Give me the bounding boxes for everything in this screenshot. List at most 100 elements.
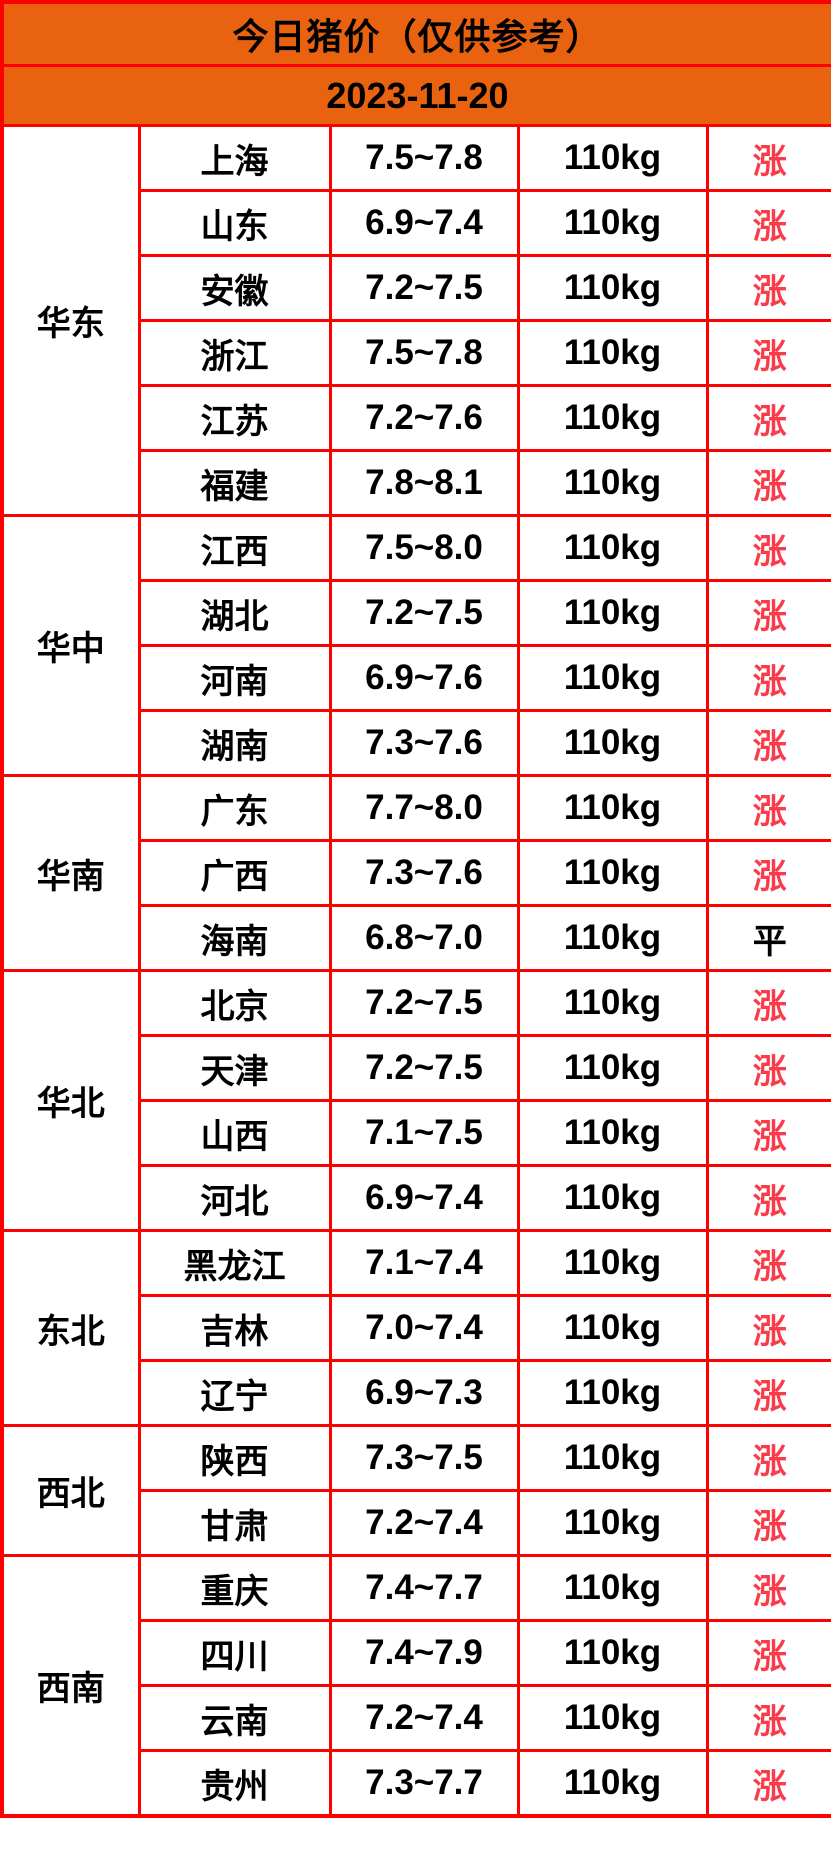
- price-cell: 7.3~7.6: [328, 839, 520, 907]
- table-row: 浙江 7.5~7.8 110kg 涨: [2, 319, 831, 387]
- status-cell: 涨: [705, 189, 831, 257]
- table-row: 吉林 7.0~7.4 110kg 涨: [2, 1294, 831, 1362]
- status-cell: 涨: [705, 384, 831, 452]
- price-cell: 7.7~8.0: [328, 774, 520, 842]
- price-cell: 7.8~8.1: [328, 449, 520, 517]
- province-cell: 云南: [137, 1684, 332, 1752]
- province-cell: 湖南: [137, 709, 332, 777]
- price-cell: 7.4~7.7: [328, 1554, 520, 1622]
- table-row: 甘肃 7.2~7.4 110kg 涨: [2, 1489, 831, 1557]
- price-cell: 7.0~7.4: [328, 1294, 520, 1362]
- province-cell: 湖北: [137, 579, 332, 647]
- province-cell: 浙江: [137, 319, 332, 387]
- price-cell: 7.2~7.5: [328, 969, 520, 1037]
- status-cell: 涨: [705, 774, 831, 842]
- region-cell: 华中: [0, 514, 141, 777]
- table-row: 西南 重庆 7.4~7.7 110kg 涨: [0, 1554, 831, 1818]
- status-cell: 涨: [705, 1749, 831, 1818]
- weight-cell: 110kg: [516, 904, 709, 972]
- status-cell: 平: [705, 904, 831, 972]
- province-cell: 北京: [137, 969, 332, 1037]
- date-label: 2023-11-20: [0, 64, 831, 127]
- status-cell: 涨: [705, 1489, 831, 1557]
- table-row: 东北 黑龙江 7.1~7.4 110kg 涨: [0, 1229, 831, 1427]
- weight-cell: 110kg: [516, 1749, 709, 1818]
- status-cell: 涨: [705, 1034, 831, 1102]
- weight-cell: 110kg: [516, 1359, 709, 1427]
- weight-cell: 110kg: [516, 579, 709, 647]
- weight-cell: 110kg: [516, 514, 709, 582]
- price-cell: 7.2~7.5: [328, 1034, 520, 1102]
- status-cell: 涨: [705, 839, 831, 907]
- title-row: 今日猪价（仅供参考）: [0, 0, 831, 67]
- status-cell: 涨: [705, 514, 831, 582]
- table-row: 四川 7.4~7.9 110kg 涨: [2, 1619, 831, 1687]
- region-cell: 华北: [0, 969, 141, 1232]
- table-row: 华南 广东 7.7~8.0 110kg 涨: [0, 774, 831, 972]
- province-cell: 江苏: [137, 384, 332, 452]
- province-cell: 河南: [137, 644, 332, 712]
- province-cell: 海南: [137, 904, 332, 972]
- province-cell: 河北: [137, 1164, 332, 1232]
- status-cell: 涨: [705, 644, 831, 712]
- table-row: 海南 6.8~7.0 110kg 平: [2, 904, 831, 972]
- price-cell: 7.5~8.0: [328, 514, 520, 582]
- table-row: 华北 北京 7.2~7.5 110kg 涨: [0, 969, 831, 1232]
- price-cell: 6.9~7.4: [328, 1164, 520, 1232]
- price-cell: 6.9~7.3: [328, 1359, 520, 1427]
- weight-cell: 110kg: [516, 319, 709, 387]
- province-cell: 甘肃: [137, 1489, 332, 1557]
- weight-cell: 110kg: [516, 1229, 709, 1297]
- weight-cell: 110kg: [516, 709, 709, 777]
- province-cell: 重庆: [137, 1554, 332, 1622]
- price-cell: 6.9~7.4: [328, 189, 520, 257]
- date-row: 2023-11-20: [0, 64, 831, 127]
- price-cell: 7.5~7.8: [328, 319, 520, 387]
- status-cell: 涨: [705, 709, 831, 777]
- table-row: 广西 7.3~7.6 110kg 涨: [2, 839, 831, 907]
- weight-cell: 110kg: [516, 644, 709, 712]
- province-cell: 广西: [137, 839, 332, 907]
- province-cell: 吉林: [137, 1294, 332, 1362]
- price-cell: 7.2~7.5: [328, 254, 520, 322]
- weight-cell: 110kg: [516, 1294, 709, 1362]
- price-cell: 6.8~7.0: [328, 904, 520, 972]
- status-cell: 涨: [705, 579, 831, 647]
- table-row: 河南 6.9~7.6 110kg 涨: [2, 644, 831, 712]
- weight-cell: 110kg: [516, 1424, 709, 1492]
- province-cell: 安徽: [137, 254, 332, 322]
- price-cell: 7.3~7.7: [328, 1749, 520, 1818]
- province-cell: 四川: [137, 1619, 332, 1687]
- province-cell: 辽宁: [137, 1359, 332, 1427]
- province-cell: 福建: [137, 449, 332, 517]
- price-cell: 7.5~7.8: [328, 124, 520, 192]
- table-row: 江苏 7.2~7.6 110kg 涨: [2, 384, 831, 452]
- weight-cell: 110kg: [516, 1099, 709, 1167]
- province-cell: 广东: [137, 774, 332, 842]
- status-cell: 涨: [705, 449, 831, 517]
- table-row: 华东 上海 7.5~7.8 110kg 涨: [0, 124, 831, 517]
- province-cell: 天津: [137, 1034, 332, 1102]
- table-row: 湖南 7.3~7.6 110kg 涨: [2, 709, 831, 777]
- table-row: 山西 7.1~7.5 110kg 涨: [2, 1099, 831, 1167]
- status-cell: 涨: [705, 1359, 831, 1427]
- weight-cell: 110kg: [516, 839, 709, 907]
- table-row: 华中 江西 7.5~8.0 110kg 涨: [0, 514, 831, 777]
- weight-cell: 110kg: [516, 1489, 709, 1557]
- region-cell: 东北: [0, 1229, 141, 1427]
- status-cell: 涨: [705, 969, 831, 1037]
- region-cell: 西北: [0, 1424, 141, 1557]
- weight-cell: 110kg: [516, 124, 709, 192]
- status-cell: 涨: [705, 124, 831, 192]
- status-cell: 涨: [705, 1164, 831, 1232]
- weight-cell: 110kg: [516, 1164, 709, 1232]
- province-cell: 山东: [137, 189, 332, 257]
- table-row: 安徽 7.2~7.5 110kg 涨: [2, 254, 831, 322]
- status-cell: 涨: [705, 1554, 831, 1622]
- table-row: 山东 6.9~7.4 110kg 涨: [2, 189, 831, 257]
- weight-cell: 110kg: [516, 1619, 709, 1687]
- province-cell: 江西: [137, 514, 332, 582]
- status-cell: 涨: [705, 1619, 831, 1687]
- region-cell: 西南: [0, 1554, 141, 1818]
